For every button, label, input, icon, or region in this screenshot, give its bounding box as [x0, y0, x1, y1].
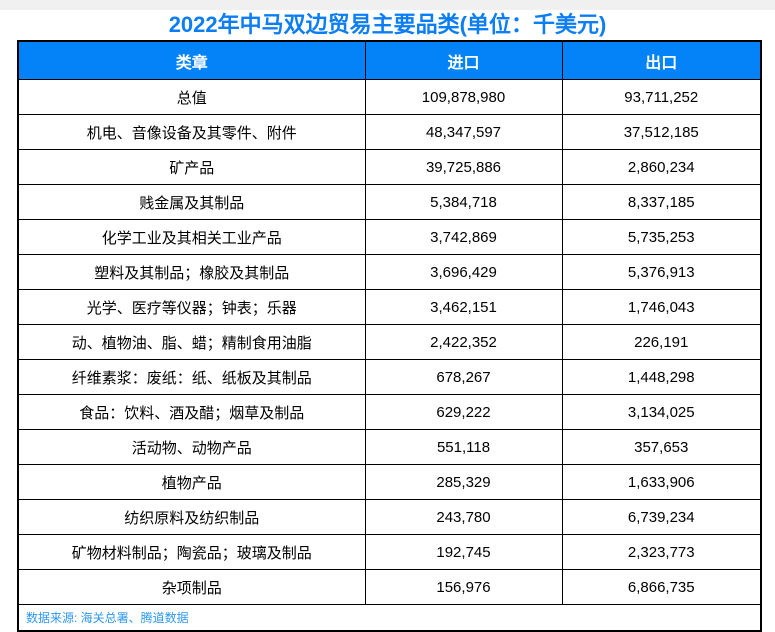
category-cell: 光学、医疗等仪器；钟表；乐器 — [17, 289, 366, 325]
import-cell: 3,742,869 — [364, 219, 563, 255]
table-row: 植物产品 285,329 1,633,906 — [17, 464, 762, 500]
category-cell: 活动物、动物产品 — [17, 429, 366, 465]
category-cell: 总值 — [17, 79, 366, 115]
table-row: 化学工业及其相关工业产品 3,742,869 5,735,253 — [17, 219, 762, 255]
table-row: 活动物、动物产品 551,118 357,653 — [17, 429, 762, 465]
category-cell: 食品：饮料、酒及醋；烟草及制品 — [17, 394, 366, 430]
export-cell: 5,376,913 — [561, 254, 762, 290]
import-cell: 192,745 — [364, 534, 563, 570]
export-cell: 226,191 — [561, 324, 762, 360]
export-cell: 6,739,234 — [561, 499, 762, 535]
export-cell: 3,134,025 — [561, 394, 762, 430]
export-cell: 2,860,234 — [561, 149, 762, 185]
category-cell: 动、植物油、脂、蜡；精制食用油脂 — [17, 324, 366, 360]
table-row: 纤维素浆：废纸：纸、纸板及其制品 678,267 1,448,298 — [17, 359, 762, 395]
import-cell: 285,329 — [364, 464, 563, 500]
column-header-export: 出口 — [561, 40, 762, 80]
header-row: 类章 进口 出口 — [17, 40, 762, 80]
table-row: 光学、医疗等仪器；钟表；乐器 3,462,151 1,746,043 — [17, 289, 762, 325]
import-cell: 678,267 — [364, 359, 563, 395]
export-cell: 93,711,252 — [561, 79, 762, 115]
import-cell: 156,976 — [364, 569, 563, 605]
table-row: 纺织原料及纺织制品 243,780 6,739,234 — [17, 499, 762, 535]
column-header-import: 进口 — [364, 40, 563, 80]
import-cell: 39,725,886 — [364, 149, 563, 185]
import-cell: 48,347,597 — [364, 114, 563, 150]
category-cell: 杂项制品 — [17, 569, 366, 605]
import-cell: 243,780 — [364, 499, 563, 535]
table-body: 总值 109,878,980 93,711,252 机电、音像设备及其零件、附件… — [17, 79, 762, 632]
export-cell: 1,746,043 — [561, 289, 762, 325]
import-cell: 551,118 — [364, 429, 563, 465]
import-cell: 629,222 — [364, 394, 563, 430]
trade-table: 类章 进口 出口 总值 109,878,980 93,711,252 机电、音像… — [17, 40, 762, 632]
category-cell: 化学工业及其相关工业产品 — [17, 219, 366, 255]
export-cell: 5,735,253 — [561, 219, 762, 255]
table-row: 贱金属及其制品 5,384,718 8,337,185 — [17, 184, 762, 220]
import-cell: 109,878,980 — [364, 79, 563, 115]
page-title: 2022年中马双边贸易主要品类(单位：千美元) — [168, 12, 607, 37]
export-cell: 6,866,735 — [561, 569, 762, 605]
table-row: 塑料及其制品；橡胶及其制品 3,696,429 5,376,913 — [17, 254, 762, 290]
category-cell: 纤维素浆：废纸：纸、纸板及其制品 — [17, 359, 366, 395]
table-row: 食品：饮料、酒及醋；烟草及制品 629,222 3,134,025 — [17, 394, 762, 430]
data-source-note: 数据来源: 海关总署、腾道数据 — [17, 604, 762, 632]
table-row: 矿产品 39,725,886 2,860,234 — [17, 149, 762, 185]
category-cell: 植物产品 — [17, 464, 366, 500]
export-cell: 8,337,185 — [561, 184, 762, 220]
table-row: 杂项制品 156,976 6,866,735 — [17, 569, 762, 605]
table-row: 动、植物油、脂、蜡；精制食用油脂 2,422,352 226,191 — [17, 324, 762, 360]
export-cell: 1,448,298 — [561, 359, 762, 395]
table-row: 总值 109,878,980 93,711,252 — [17, 79, 762, 115]
export-cell: 2,323,773 — [561, 534, 762, 570]
import-cell: 5,384,718 — [364, 184, 563, 220]
category-cell: 贱金属及其制品 — [17, 184, 366, 220]
import-cell: 2,422,352 — [364, 324, 563, 360]
category-cell: 塑料及其制品；橡胶及其制品 — [17, 254, 366, 290]
table-row: 矿物材料制品；陶瓷品；玻璃及制品 192,745 2,323,773 — [17, 534, 762, 570]
table-row: 机电、音像设备及其零件、附件 48,347,597 37,512,185 — [17, 114, 762, 150]
export-cell: 357,653 — [561, 429, 762, 465]
source-row: 数据来源: 海关总署、腾道数据 — [17, 604, 762, 632]
import-cell: 3,696,429 — [364, 254, 563, 290]
column-header-category: 类章 — [17, 40, 366, 80]
table-header: 类章 进口 出口 — [17, 40, 762, 80]
category-cell: 机电、音像设备及其零件、附件 — [17, 114, 366, 150]
import-cell: 3,462,151 — [364, 289, 563, 325]
top-strip — [0, 0, 775, 10]
export-cell: 37,512,185 — [561, 114, 762, 150]
category-cell: 矿物材料制品；陶瓷品；玻璃及制品 — [17, 534, 366, 570]
category-cell: 矿产品 — [17, 149, 366, 185]
category-cell: 纺织原料及纺织制品 — [17, 499, 366, 535]
export-cell: 1,633,906 — [561, 464, 762, 500]
